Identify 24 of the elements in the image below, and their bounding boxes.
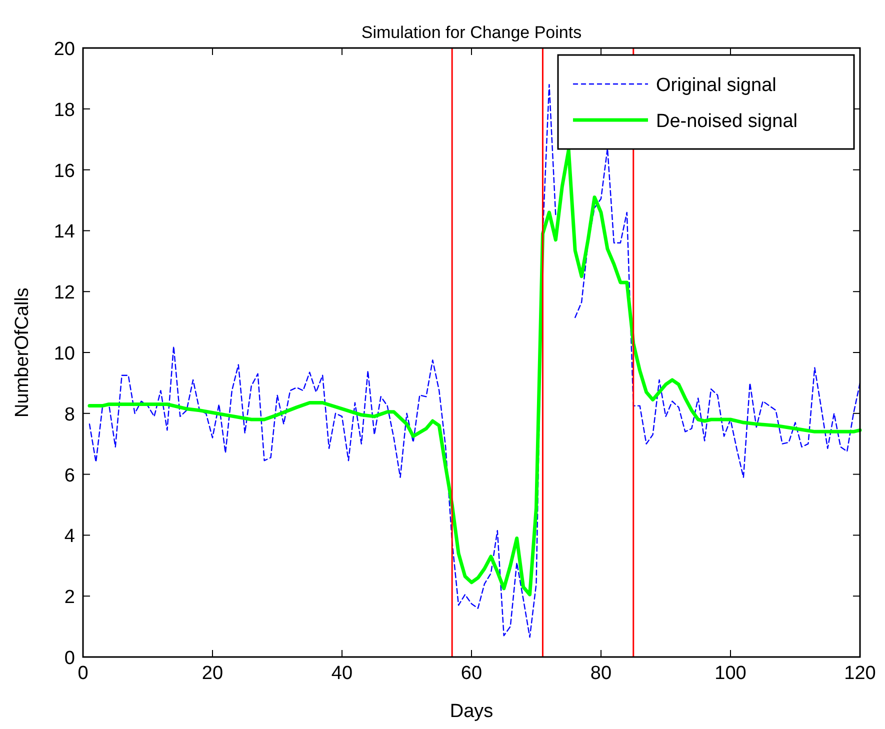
y-tick-label: 4 bbox=[64, 526, 76, 548]
y-axis-title: NumberOfCalls bbox=[12, 288, 33, 418]
legend-label: Original signal bbox=[656, 75, 776, 96]
y-tick-label: 10 bbox=[54, 344, 75, 364]
y-tick-label: 2 bbox=[64, 587, 75, 608]
chart-title: Simulation for Change Points bbox=[361, 23, 582, 42]
x-tick-label: 80 bbox=[590, 663, 612, 684]
x-tick-label: 100 bbox=[714, 663, 746, 684]
y-tick-label: 12 bbox=[54, 282, 75, 304]
y-tick-label: 20 bbox=[54, 39, 75, 60]
y-tick-label: 16 bbox=[54, 160, 75, 182]
y-tick-label: 0 bbox=[64, 648, 75, 669]
x-tick-label: 20 bbox=[202, 663, 224, 684]
x-tick-label: 0 bbox=[78, 663, 88, 684]
x-axis-title: Days bbox=[450, 701, 494, 722]
legend-label: De-noised signal bbox=[656, 111, 798, 132]
y-tick-label: 8 bbox=[64, 404, 75, 426]
x-tick-label: 60 bbox=[460, 663, 482, 684]
x-tick-label: 120 bbox=[844, 663, 876, 684]
x-tick-label: 40 bbox=[331, 663, 353, 684]
y-tick-label: 18 bbox=[54, 100, 75, 121]
y-tick-label: 6 bbox=[64, 465, 75, 486]
y-tick-label: 14 bbox=[54, 222, 76, 243]
line-series bbox=[88, 148, 862, 596]
